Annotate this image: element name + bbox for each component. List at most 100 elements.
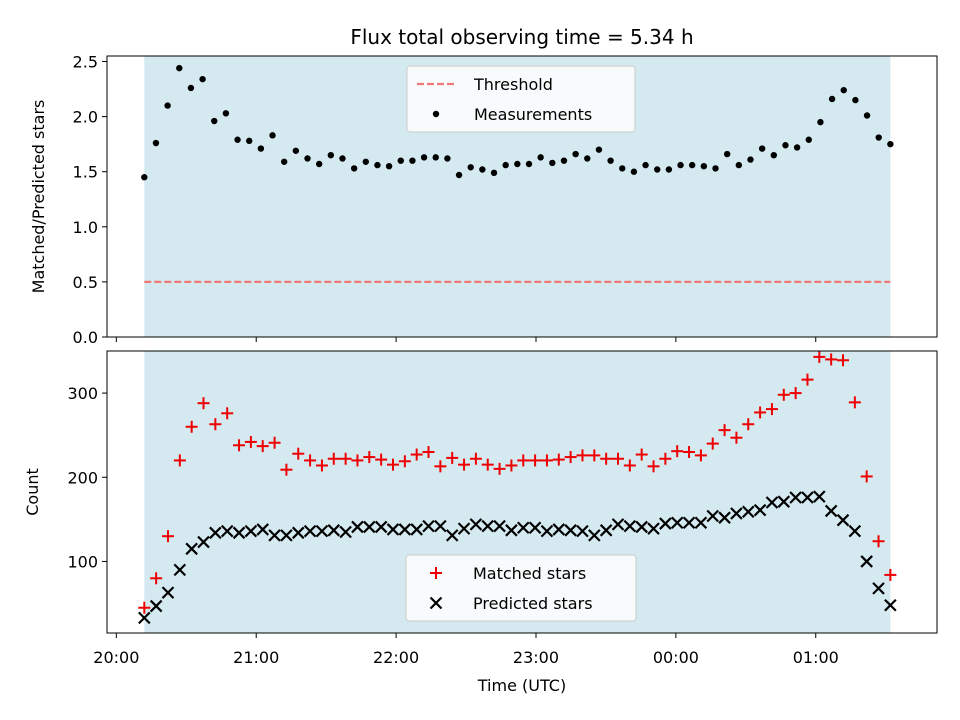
predicted-star-point xyxy=(363,520,376,534)
matched-star-point xyxy=(398,455,411,468)
measurement-point xyxy=(315,160,323,168)
measurement-point xyxy=(665,166,673,173)
measurement-point xyxy=(525,160,533,168)
count-legend: Matched stars Predicted stars xyxy=(405,554,637,622)
predicted-star-point xyxy=(682,516,696,530)
measurement-point xyxy=(758,145,766,152)
matched-star-point xyxy=(564,451,577,464)
measurement-point xyxy=(432,154,439,161)
measurement-point xyxy=(887,140,894,148)
measurement-point xyxy=(584,155,591,162)
matched-star-point xyxy=(339,452,352,465)
matched-star-point xyxy=(386,458,399,471)
matched-star-point xyxy=(292,447,305,460)
matched-star-point xyxy=(446,451,459,464)
matched-star-point xyxy=(848,396,861,409)
matched-star-point xyxy=(718,424,731,437)
measurement-point xyxy=(560,157,568,164)
legend-matched-label: Matched stars xyxy=(473,564,586,583)
ratio-legend: Threshold Measurements xyxy=(406,65,636,133)
count-legend-box xyxy=(405,554,637,622)
predicted-star-point xyxy=(552,523,566,536)
legend-predicted-swatch xyxy=(429,596,443,610)
measurement-point xyxy=(514,160,521,168)
ratio-y-label: Matched/Predicted stars xyxy=(29,100,48,294)
matched-star-point xyxy=(552,453,565,466)
predicted-star-point xyxy=(138,611,151,625)
predicted-star-point xyxy=(481,519,495,533)
ratio-y-axis: 0.0 0.5 1.0 1.5 2.0 2.5 xyxy=(73,53,107,347)
ratio-y-tick-label: 1.5 xyxy=(73,163,98,182)
matched-star-point xyxy=(458,458,471,471)
legend-threshold-label: Threshold xyxy=(473,75,553,94)
measurement-point xyxy=(793,144,801,151)
predicted-star-point xyxy=(351,520,364,534)
measurement-point xyxy=(537,154,544,161)
matched-star-point xyxy=(683,446,696,459)
predicted-star-point xyxy=(730,507,743,520)
predicted-star-point xyxy=(232,526,246,540)
predicted-star-point xyxy=(659,517,672,530)
measurement-point xyxy=(549,159,556,167)
predicted-star-point xyxy=(268,529,281,542)
predicted-star-point xyxy=(280,529,293,542)
predicted-star-point xyxy=(505,524,518,537)
measurement-point xyxy=(444,155,451,162)
matched-star-point xyxy=(422,446,435,459)
matched-star-point xyxy=(647,460,660,473)
measurement-point xyxy=(176,64,183,72)
matched-star-point xyxy=(505,459,518,472)
matched-star-point xyxy=(671,445,684,458)
matched-star-point xyxy=(801,373,814,386)
predicted-star-point xyxy=(718,511,731,524)
predicted-star-point xyxy=(422,519,435,533)
matched-star-point xyxy=(197,397,210,410)
measurement-point xyxy=(502,161,509,169)
count-y-tick-label: 100 xyxy=(67,552,98,571)
x-tick-label: 23:00 xyxy=(513,648,559,667)
predicted-star-point xyxy=(635,520,648,534)
measurement-point xyxy=(479,166,486,173)
predicted-star-point xyxy=(398,523,412,536)
x-axis-label: Time (UTC) xyxy=(477,676,566,695)
matched-star-point xyxy=(872,535,885,548)
measurement-point xyxy=(630,168,638,175)
matched-star-point xyxy=(327,452,340,465)
predicted-star-point xyxy=(647,522,660,535)
measurement-point xyxy=(257,145,265,152)
predicted-star-point xyxy=(528,521,542,535)
measurement-point xyxy=(350,165,358,172)
ratio-y-tick-label: 0.5 xyxy=(73,273,98,292)
matched-star-point xyxy=(694,449,707,462)
measurement-point xyxy=(770,151,777,159)
predicted-star-point xyxy=(493,519,506,533)
measurement-point xyxy=(688,161,696,169)
matched-star-point xyxy=(576,449,589,462)
matched-star-point xyxy=(765,403,778,416)
measurement-point xyxy=(805,136,812,143)
ratio-y-tick-label: 1.0 xyxy=(73,218,98,237)
measurement-point xyxy=(572,150,579,158)
matched-star-point xyxy=(611,452,624,465)
predicted-star-point xyxy=(813,490,826,503)
matched-star-point xyxy=(209,418,222,431)
predicted-star-point xyxy=(540,524,554,538)
measurement-point xyxy=(607,157,614,164)
matched-star-point xyxy=(884,568,897,581)
measurement-point xyxy=(222,110,230,117)
ratio-panel: 0.0 0.5 1.0 1.5 2.0 2.5 Matched/Predicted sta… xyxy=(29,53,938,347)
matched-star-point xyxy=(268,436,281,449)
predicted-star-point xyxy=(576,524,589,538)
measurement-point xyxy=(187,84,195,92)
legend-measurements-swatch xyxy=(432,110,440,118)
matched-star-point xyxy=(161,530,174,543)
x-tick-label: 00:00 xyxy=(653,648,699,667)
matched-star-point xyxy=(777,388,790,401)
measurement-point xyxy=(374,161,381,169)
predicted-star-point xyxy=(623,519,637,533)
predicted-star-point xyxy=(741,505,755,519)
matched-star-point xyxy=(173,454,186,467)
predicted-star-point xyxy=(256,523,270,536)
matched-star-point xyxy=(150,572,163,585)
matched-star-point xyxy=(540,454,553,467)
